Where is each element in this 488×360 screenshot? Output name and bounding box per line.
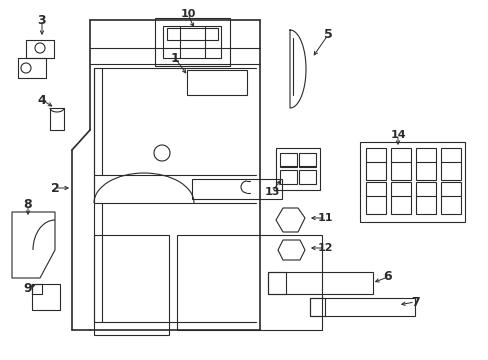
- Bar: [298, 153, 315, 167]
- Bar: [415, 148, 435, 180]
- Bar: [309, 298, 414, 316]
- Bar: [32, 284, 42, 294]
- Text: 3: 3: [38, 13, 46, 27]
- Text: 4: 4: [38, 94, 46, 107]
- Text: 5: 5: [323, 28, 332, 41]
- Text: 10: 10: [180, 9, 195, 19]
- Text: 2: 2: [51, 181, 59, 194]
- Bar: [167, 28, 218, 40]
- Bar: [177, 235, 321, 330]
- Bar: [280, 153, 296, 167]
- Bar: [309, 298, 325, 316]
- Bar: [298, 170, 315, 184]
- Bar: [440, 182, 460, 214]
- Bar: [267, 272, 372, 294]
- Bar: [365, 182, 385, 214]
- Bar: [186, 70, 246, 95]
- Bar: [192, 179, 282, 199]
- Text: 7: 7: [410, 296, 419, 309]
- Bar: [365, 148, 385, 180]
- Bar: [163, 26, 221, 58]
- Bar: [359, 142, 464, 222]
- Text: 13: 13: [264, 187, 279, 197]
- Text: 8: 8: [23, 198, 32, 211]
- Bar: [390, 148, 410, 180]
- Text: 12: 12: [317, 243, 332, 253]
- Bar: [415, 182, 435, 214]
- Bar: [32, 284, 60, 310]
- Bar: [440, 148, 460, 180]
- Text: 9: 9: [23, 282, 32, 294]
- Bar: [275, 148, 319, 190]
- Text: 1: 1: [170, 51, 179, 64]
- Bar: [155, 18, 229, 66]
- Text: 14: 14: [389, 130, 405, 140]
- Bar: [94, 235, 169, 335]
- Bar: [267, 272, 285, 294]
- Bar: [390, 182, 410, 214]
- Bar: [50, 108, 64, 130]
- Bar: [280, 170, 296, 184]
- Text: 6: 6: [383, 270, 391, 284]
- Text: 11: 11: [317, 213, 332, 223]
